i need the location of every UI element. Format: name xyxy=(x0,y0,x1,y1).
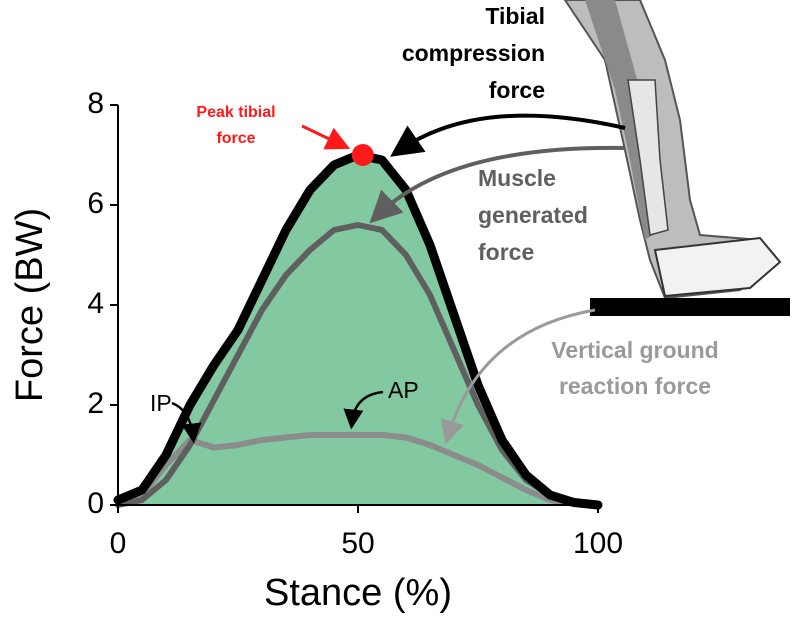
annotation: force xyxy=(216,130,255,147)
y-axis-label: Force (BW) xyxy=(9,208,51,402)
annotation: Vertical ground xyxy=(551,337,718,363)
leg-illustration xyxy=(563,0,790,316)
arrow xyxy=(390,113,626,157)
y-tick-label: 8 xyxy=(87,87,104,120)
annotation: IP xyxy=(150,390,172,416)
y-tick-label: 4 xyxy=(87,287,104,320)
annotation: force xyxy=(489,77,545,103)
arrow xyxy=(343,390,384,430)
x-tick-label: 0 xyxy=(110,527,127,560)
area xyxy=(118,155,598,505)
plot: 0 2 4 6 8 0 50 100 xyxy=(87,87,623,560)
annotation: Muscle xyxy=(478,165,556,191)
y-tick-label: 2 xyxy=(87,387,104,420)
annotation: generated xyxy=(478,202,588,228)
x-tick-label: 100 xyxy=(573,527,623,560)
arrow xyxy=(369,145,626,224)
x-tick-label: 50 xyxy=(341,527,374,560)
annotation: force xyxy=(478,239,534,265)
y-tick-label: 0 xyxy=(87,487,104,520)
annotation: Peak tibial xyxy=(196,104,275,121)
annotation: reaction force xyxy=(559,373,711,399)
annotation: AP xyxy=(388,377,419,403)
peak-marker xyxy=(351,144,374,166)
platform xyxy=(590,298,790,316)
arrow xyxy=(440,308,596,445)
x-axis-label: Stance (%) xyxy=(264,572,452,614)
y-tick-label: 6 xyxy=(87,187,104,220)
annotation: Tibial xyxy=(485,3,545,29)
annotation: compression xyxy=(402,40,545,66)
arrow xyxy=(301,124,351,150)
arrow xyxy=(171,401,202,444)
